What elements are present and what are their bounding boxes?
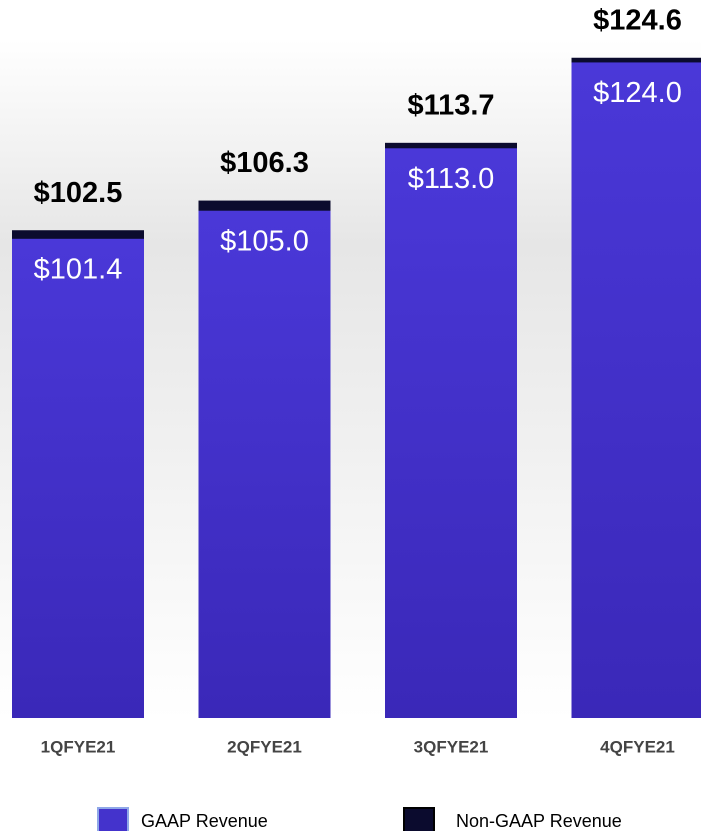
- value-label: $102.5: [34, 177, 123, 209]
- value-label: $113.7: [407, 89, 494, 121]
- bar: [198, 210, 331, 718]
- value-label: $101.4: [34, 253, 123, 285]
- legend-label: GAAP Revenue: [141, 811, 268, 831]
- legend-swatch: [97, 807, 129, 831]
- value-label: $113.0: [408, 163, 495, 195]
- value-label: $124.6: [593, 4, 682, 36]
- value-label: $124.0: [593, 77, 682, 109]
- x-tick-label: 2QFYE21: [227, 737, 302, 756]
- x-tick-label: 4QFYE21: [600, 737, 675, 756]
- legend-label: Non-GAAP Revenue: [456, 811, 622, 831]
- x-tick-label: 3QFYE21: [414, 737, 489, 756]
- value-label: $105.0: [220, 225, 309, 257]
- bar: [12, 238, 144, 718]
- bar: [571, 62, 701, 718]
- x-tick-label: 1QFYE21: [41, 737, 116, 756]
- legend-swatch: [403, 807, 435, 831]
- value-label: $106.3: [220, 147, 309, 179]
- bar: [385, 148, 517, 719]
